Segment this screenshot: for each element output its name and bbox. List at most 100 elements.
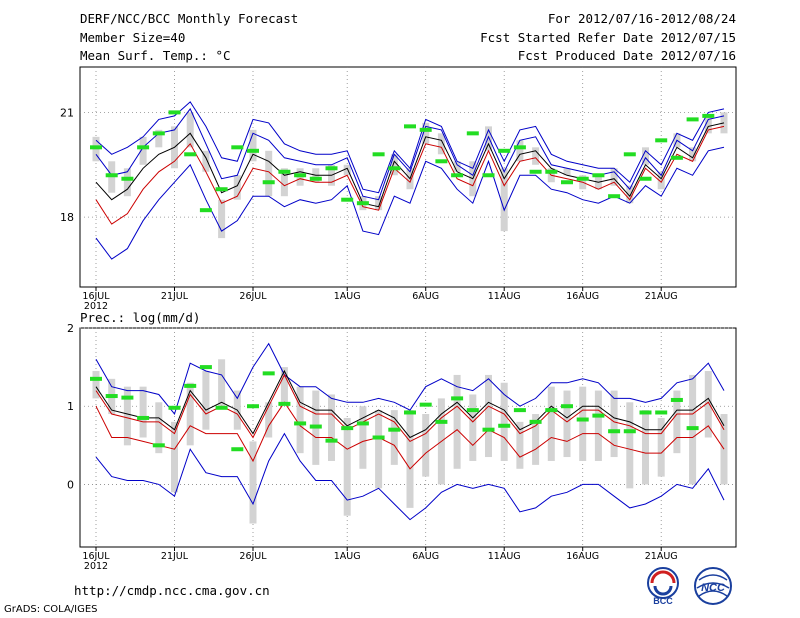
median-marker	[294, 421, 307, 426]
median-marker	[309, 176, 322, 181]
median-marker	[105, 173, 118, 178]
spread-box	[390, 410, 398, 465]
median-marker	[451, 396, 464, 401]
spread-box	[296, 386, 304, 454]
spread-box	[375, 410, 383, 489]
median-marker	[639, 410, 652, 415]
forecast-produced-label: Fcst Produced Date 2012/07/16	[517, 48, 736, 63]
median-marker	[388, 427, 401, 432]
median-marker	[356, 201, 369, 206]
spread-box	[673, 390, 681, 454]
spread-box	[123, 168, 131, 197]
spread-box	[155, 402, 163, 454]
median-marker	[247, 404, 259, 409]
median-marker	[702, 113, 715, 118]
spread-box	[233, 175, 241, 200]
x-tick-label: 6AUG	[412, 291, 439, 302]
series-p10	[95, 125, 725, 225]
median-marker	[278, 401, 291, 406]
series-upper	[95, 107, 725, 201]
spread-box	[139, 386, 147, 438]
spread-box	[265, 150, 273, 197]
median-marker	[608, 194, 621, 199]
precip-panel-title: Prec.: log(mm/d)	[80, 310, 200, 325]
median-marker	[561, 404, 573, 409]
median-marker	[576, 417, 589, 422]
x-tick-label: 21AUG	[645, 291, 678, 302]
forecast-started-label: Fcst Started Refer Date 2012/07/15	[480, 30, 736, 45]
spread-box	[343, 164, 351, 176]
series-mean	[95, 369, 725, 439]
median-marker	[199, 365, 212, 370]
year-label: 2012	[84, 301, 108, 312]
spread-box	[657, 171, 665, 190]
median-marker	[372, 435, 385, 440]
median-marker	[325, 438, 338, 443]
median-marker	[592, 173, 605, 178]
spread-box	[485, 126, 492, 151]
x-tick-label: 21JUL	[161, 291, 189, 302]
forecast-period-label: For 2012/07/16-2012/08/24	[547, 11, 736, 26]
spread-box	[704, 115, 712, 134]
spread-box	[563, 390, 571, 458]
series-low	[95, 401, 725, 470]
median-marker	[451, 173, 464, 178]
x-tick-label: 1AUG	[334, 291, 361, 302]
median-marker	[576, 176, 589, 181]
median-marker	[199, 208, 212, 213]
spread-box	[218, 359, 226, 407]
median-marker	[545, 408, 558, 413]
spread-box	[720, 414, 728, 485]
spread-box	[406, 410, 414, 508]
median-marker	[639, 176, 652, 181]
spread-box	[422, 414, 430, 477]
bcc-logo-text: BCC	[653, 596, 673, 606]
x-tick-label: 11AUG	[488, 291, 521, 302]
median-marker	[137, 145, 150, 150]
median-marker	[90, 376, 102, 381]
median-marker	[105, 394, 118, 399]
spread-box	[328, 394, 335, 461]
chart-title: DERF/NCC/BCC Monthly Forecast	[80, 11, 299, 26]
spread-box	[186, 382, 194, 446]
median-marker	[655, 138, 668, 143]
spread-box	[186, 112, 194, 148]
x-tick-label: 6AUG	[412, 551, 439, 562]
median-marker	[152, 443, 165, 448]
spread-box	[500, 382, 508, 461]
y-tick-label: 18	[60, 211, 74, 224]
spread-box	[485, 374, 492, 458]
median-marker	[121, 176, 134, 181]
median-marker	[529, 419, 542, 424]
spread-box	[123, 386, 131, 446]
median-marker	[435, 419, 448, 424]
median-marker	[561, 180, 573, 185]
y-tick-label: 1	[67, 400, 74, 413]
median-marker	[168, 110, 181, 115]
median-marker	[529, 169, 542, 174]
x-tick-label: 16JUL	[82, 291, 110, 302]
median-marker	[513, 145, 526, 150]
year-label: 2012	[84, 561, 108, 572]
x-tick-label: 21AUG	[645, 551, 678, 562]
spread-box	[704, 371, 712, 438]
spread-box	[171, 421, 178, 493]
spread-box	[280, 367, 288, 403]
spread-box	[516, 140, 524, 162]
spread-box	[453, 161, 461, 172]
spread-box	[547, 386, 555, 461]
spread-box	[139, 136, 147, 165]
median-marker	[404, 124, 416, 129]
x-tick-label: 16JUL	[82, 551, 110, 562]
variable-label: Mean Surf. Temp.: °C	[80, 48, 231, 63]
median-marker	[325, 166, 338, 171]
bcc-logo-icon: BCC	[647, 567, 679, 606]
series-mean	[95, 122, 725, 208]
median-marker	[623, 152, 636, 157]
median-marker	[545, 169, 558, 174]
spread-box	[579, 386, 587, 461]
footer-url[interactable]: http://cmdp.ncc.cma.gov.cn	[74, 583, 270, 598]
median-marker	[670, 155, 683, 160]
median-marker	[608, 429, 621, 434]
median-marker	[262, 371, 275, 376]
